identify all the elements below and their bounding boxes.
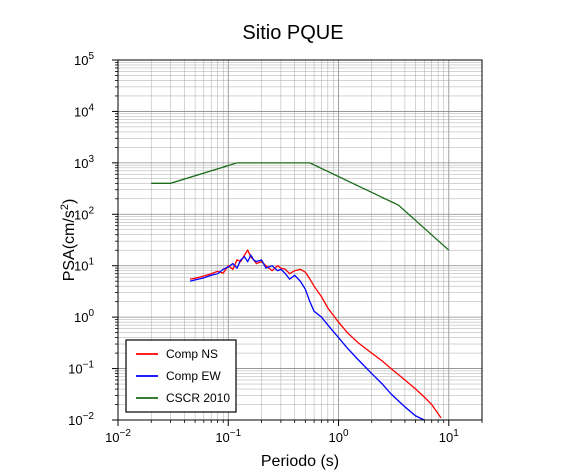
series-line-cscr-2010: [151, 162, 450, 251]
x-tick-label: 10−1: [215, 428, 241, 445]
y-tick-label: 10−1: [68, 360, 94, 377]
y-tick-label: 103: [74, 154, 94, 171]
x-tick-label: 10−2: [105, 428, 131, 445]
series-line-comp-ew: [189, 253, 425, 420]
series-layer: [151, 162, 450, 420]
legend-label: Comp EW: [166, 369, 221, 383]
legend: Comp NS Comp EW CSCR 2010: [125, 339, 237, 413]
x-axis-label: Periodo (s): [261, 453, 339, 470]
y-tick-label: 104: [74, 102, 94, 119]
y-tick-label: 105: [74, 51, 94, 68]
legend-label: Comp NS: [166, 347, 218, 361]
plot-frame: [117, 59, 483, 421]
x-tick-label: 100: [329, 428, 349, 445]
series-line-comp-ns: [189, 248, 442, 419]
y-tick-label: 10−2: [68, 411, 94, 428]
x-tick-label: 101: [439, 428, 459, 445]
chart-title: Sitio PQUE: [242, 22, 344, 44]
y-axis-label: PSA(cm/s2): [59, 199, 78, 282]
legend-label: CSCR 2010: [166, 391, 230, 405]
y-tick-label: 100: [74, 308, 94, 325]
